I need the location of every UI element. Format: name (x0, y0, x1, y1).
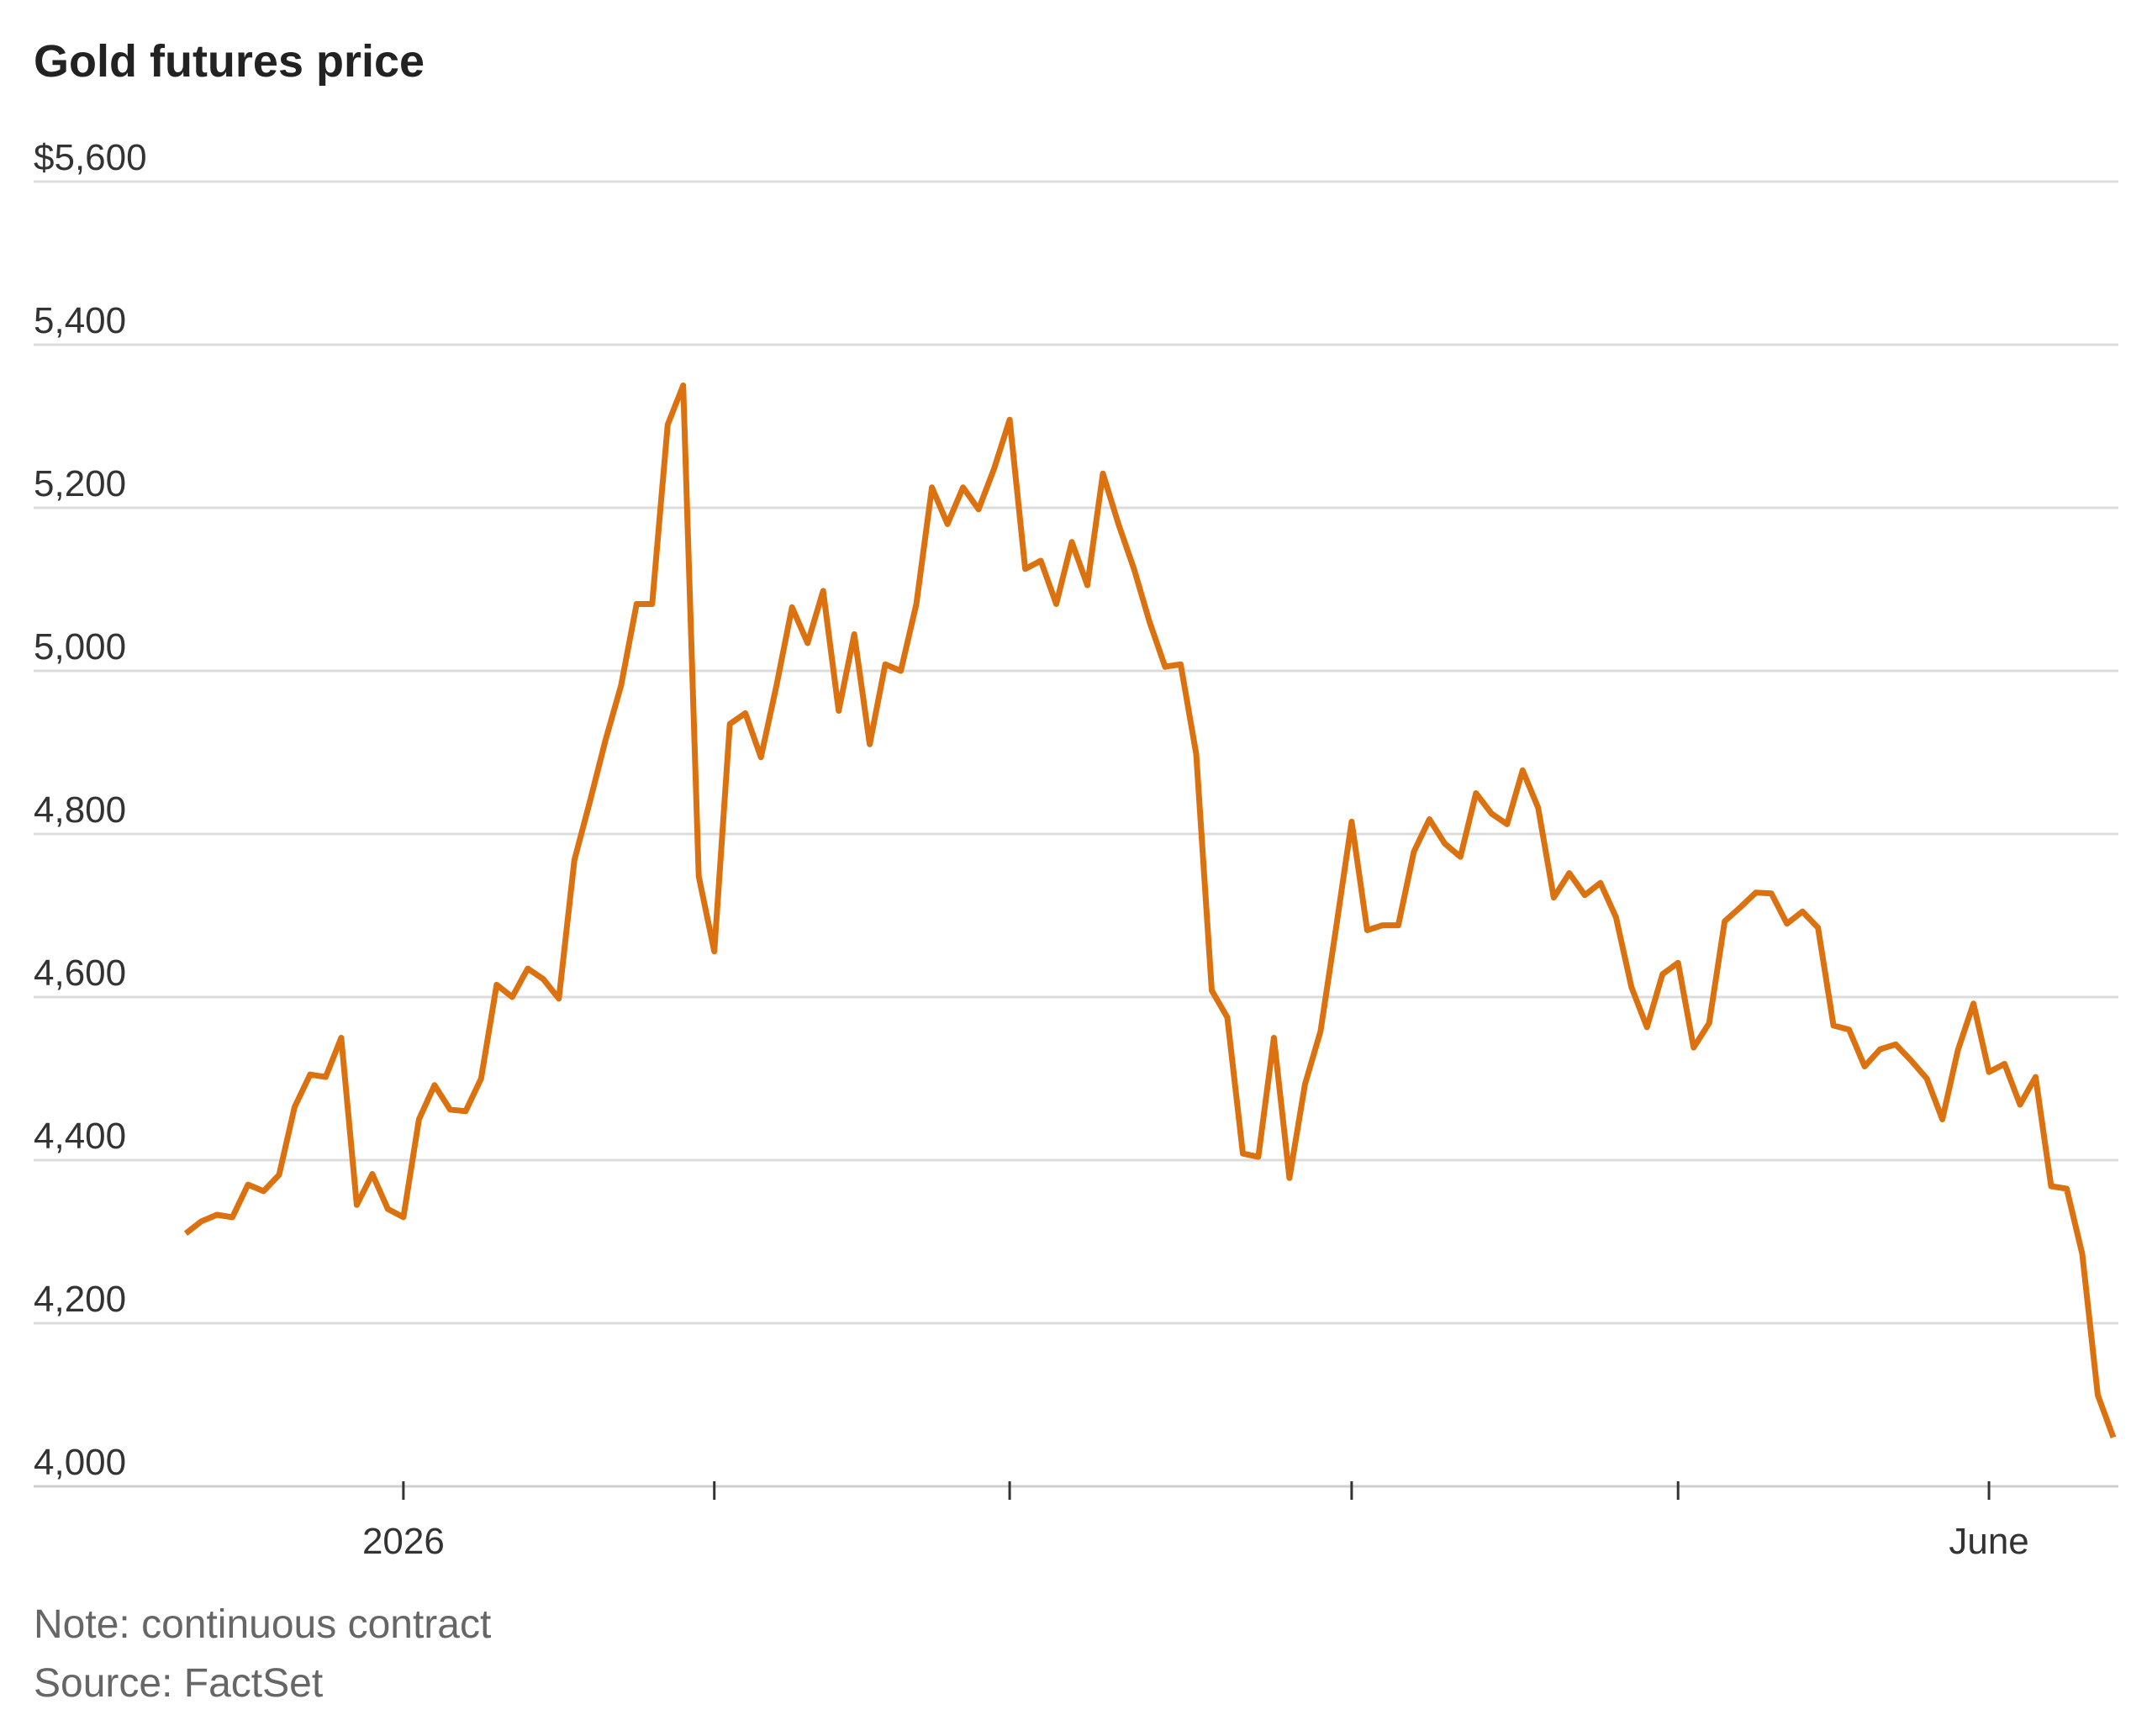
y-tick-label: 4,000 (34, 1442, 126, 1483)
gold-price-line (183, 383, 2117, 1439)
x-tick-label: 2026 (362, 1521, 445, 1562)
y-tick-label: $5,600 (34, 137, 147, 178)
y-tick-label: 4,200 (34, 1279, 126, 1320)
chart-source: Source: FactSet (34, 1661, 323, 1706)
y-tick-label: 5,200 (34, 463, 126, 504)
y-axis-tick-labels: $5,600 5,400 5,200 5,000 4,800 4,600 4,400 4,20… (34, 137, 147, 1483)
chart-title: Gold futures price (34, 36, 425, 87)
y-tick-label: 5,000 (34, 626, 126, 667)
gridlines (34, 180, 2118, 1325)
y-tick-label: 4,600 (34, 952, 126, 994)
x-tick-label: June (1949, 1521, 2028, 1562)
x-axis-ticks: 2026 June (362, 1481, 2029, 1562)
y-tick-label: 4,400 (34, 1116, 126, 1157)
y-tick-label: 4,800 (34, 789, 126, 831)
chart-note: Note: continuous contract (34, 1602, 491, 1647)
y-tick-label: 5,400 (34, 300, 126, 341)
